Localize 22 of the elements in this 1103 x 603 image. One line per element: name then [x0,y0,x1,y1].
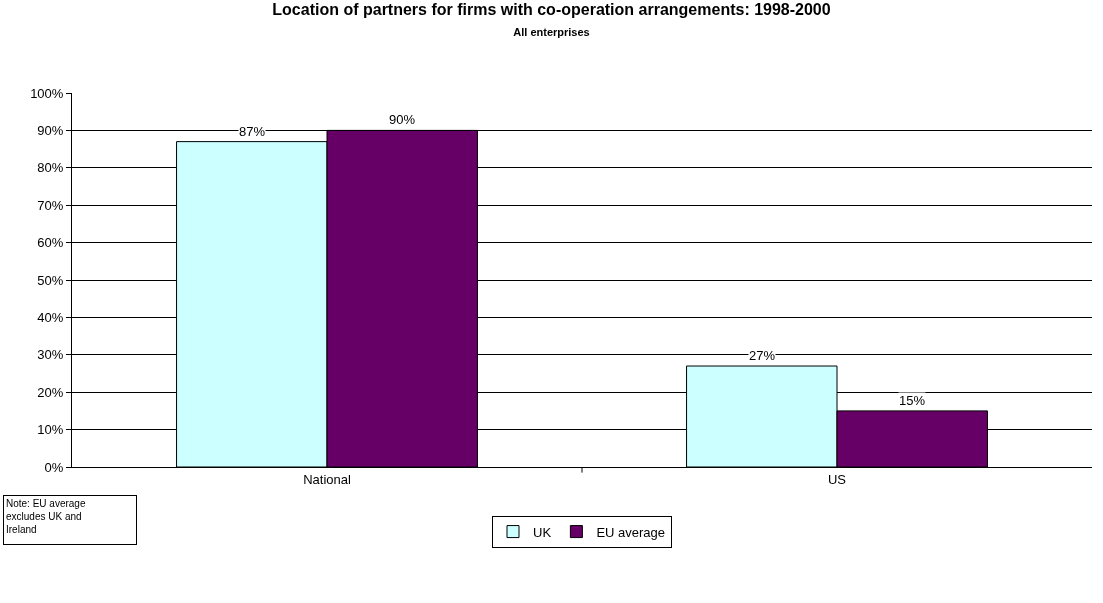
chart-subtitle: All enterprises [513,25,590,38]
x-tick-label: National [303,471,351,487]
x-tick-label: US [827,471,847,487]
y-tick-label: 0% [44,459,64,475]
data-label: 87% [239,124,266,139]
legend-label: EU average [596,524,666,540]
y-tick-label: 90% [37,122,64,138]
y-tick-label: 50% [37,272,64,288]
text: Note: EU average excludes UK and Ireland [6,498,86,535]
legend-label: UK [533,524,552,540]
chart-title: Location of partners for firms with co-operation arrangements: 1998-2000 [272,1,831,19]
y-tick-label: 30% [37,347,64,363]
y-tick-label: 10% [37,422,64,438]
y-tick-label: 40% [37,309,64,325]
data-label: 15% [899,393,926,408]
y-tick-label: 100% [30,85,64,101]
y-tick-label: 20% [37,384,64,400]
y-tick-label: 80% [37,160,64,176]
data-label: 27% [749,348,776,363]
data-label: 90% [389,112,416,127]
y-tick-label: 70% [37,197,64,213]
y-tick-label: 60% [37,235,64,251]
